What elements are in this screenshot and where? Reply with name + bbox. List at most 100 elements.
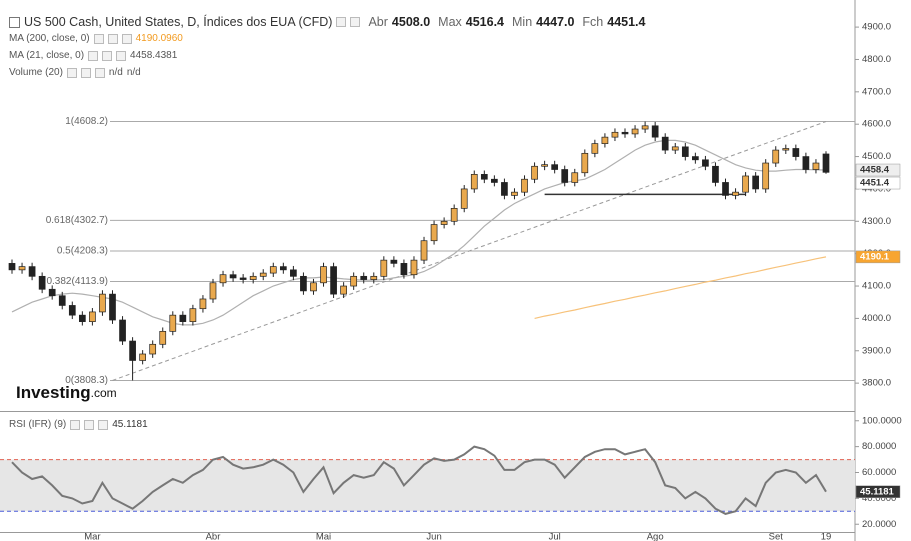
collapse-icon[interactable] — [9, 16, 20, 28]
price-tag-label: 4190.1 — [860, 251, 890, 262]
icon[interactable] — [102, 50, 113, 61]
candle-body — [99, 293, 106, 313]
candle-body — [239, 277, 247, 280]
candle-body — [480, 174, 488, 180]
ohlc-value: 4447.0 — [536, 15, 575, 29]
settings-icon[interactable] — [336, 17, 347, 27]
price-tick-label: 3900.0 — [862, 345, 891, 356]
price-tag-box — [855, 485, 901, 498]
candle-body — [470, 174, 478, 190]
candle-body — [139, 353, 146, 361]
price-tick-label: 4800.0 — [862, 54, 891, 65]
indicator-value: n/d — [126, 67, 141, 78]
icon[interactable] — [121, 33, 132, 44]
candle-body — [692, 156, 699, 161]
icon[interactable] — [107, 33, 118, 44]
candle-body — [591, 143, 599, 154]
x-tick-label: Abr — [206, 532, 221, 541]
price-tick-label: 3800.0 — [862, 378, 891, 389]
candle-body — [712, 165, 719, 183]
candle-body — [8, 263, 16, 271]
indicator-value: n/d — [108, 67, 123, 78]
candle-body — [631, 128, 639, 135]
close-icon[interactable] — [350, 17, 361, 27]
rsi-value: 45.1181 — [112, 419, 148, 430]
candle-body — [491, 178, 498, 183]
logo: Investing.com — [16, 383, 117, 402]
indicator-name: MA (200, close, 0) — [9, 33, 90, 44]
moving-average — [11, 139, 827, 326]
candle-body — [229, 274, 237, 279]
candle-body — [802, 156, 810, 170]
candle-body — [762, 162, 770, 190]
candle-body — [732, 191, 739, 196]
fib-label: 0(3808.3) — [65, 375, 108, 386]
icon[interactable] — [80, 67, 91, 78]
candle-body — [58, 295, 66, 306]
price-tag-label: 4451.4 — [860, 178, 890, 189]
ohlc-value: 4451.4 — [607, 15, 646, 29]
indicator-name: MA (21, close, 0) — [9, 50, 85, 61]
candle-body — [812, 162, 820, 170]
price-tag-box — [855, 163, 901, 177]
icon[interactable] — [88, 50, 99, 61]
candle-body — [511, 191, 518, 196]
candle-body — [259, 272, 267, 277]
icon[interactable] — [66, 67, 77, 78]
candle-body — [581, 152, 589, 174]
logo-suffix: .com — [91, 386, 117, 400]
candle-body — [661, 136, 669, 151]
fib-label: 0.5(4208.3) — [57, 246, 108, 257]
icon[interactable] — [84, 419, 95, 430]
icon[interactable] — [94, 67, 105, 78]
candle-body — [370, 275, 378, 280]
x-tick-label: Ago — [647, 532, 664, 541]
rsi-tick-label: 40.0000 — [862, 493, 896, 504]
rsi-tick-label: 80.0000 — [862, 441, 896, 452]
candle-body — [792, 148, 800, 157]
price-tag-box — [855, 250, 901, 264]
rsi-line — [11, 445, 827, 515]
price-tag: 4458.4 — [855, 163, 901, 177]
candle-body — [48, 288, 56, 297]
x-tick-label: Set — [769, 532, 784, 541]
candle-body — [521, 178, 528, 193]
candle-body — [752, 175, 760, 190]
rsi-tick-label: 100.0000 — [862, 415, 902, 426]
rsi-tick-label: 20.0000 — [862, 519, 896, 530]
icon[interactable] — [116, 50, 127, 61]
chart-title: US 500 Cash, United States, D, Índices d… — [24, 15, 333, 29]
candle-body — [209, 282, 217, 300]
icon[interactable] — [98, 419, 109, 430]
price-tick-label: 4000.0 — [862, 313, 891, 324]
indicator-row: MA (21, close, 0) 4458.4381 — [9, 50, 177, 61]
icon[interactable] — [93, 33, 104, 44]
fib-label: 0.618(4302.7) — [46, 215, 108, 226]
candle-body — [440, 220, 448, 225]
price-tag-label: 45.1181 — [860, 486, 895, 497]
rsi-header: RSI (IFR) (9) 45.1181 — [9, 419, 148, 430]
candle-body — [460, 188, 468, 209]
candle-body — [651, 125, 659, 138]
indicator-row: Volume (20) n/d n/d — [9, 67, 141, 78]
ohlc-label: Max — [438, 15, 462, 29]
candle-body — [702, 159, 709, 167]
candle-body — [340, 285, 347, 295]
ohlc-label: Fch — [582, 15, 604, 29]
candle-body — [410, 259, 418, 276]
candle-body — [541, 164, 548, 167]
candle-body — [149, 343, 157, 355]
candle-body — [119, 319, 126, 342]
candle-body — [430, 224, 438, 242]
candle-body — [330, 266, 337, 295]
price-tag: 45.1181 — [855, 485, 901, 498]
logo-text: Investing — [16, 383, 91, 402]
candle-body — [219, 274, 227, 284]
candle-body — [159, 330, 167, 345]
candle-body — [109, 293, 116, 321]
icon[interactable] — [70, 419, 81, 430]
candle-body — [89, 311, 96, 322]
candle-body — [279, 266, 287, 271]
ohlc-label: Min — [512, 15, 533, 29]
candle-body — [782, 148, 790, 151]
